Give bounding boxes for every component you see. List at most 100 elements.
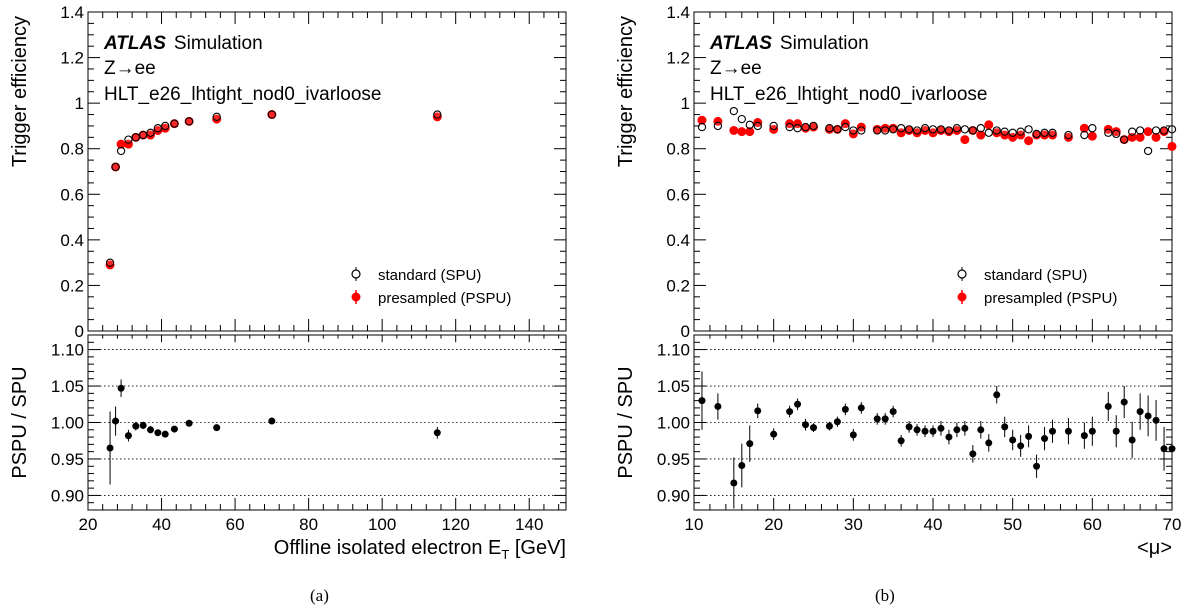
legend-marker-spu — [351, 269, 361, 279]
ratio-point — [849, 429, 857, 441]
ratio-point — [268, 417, 276, 425]
spu-point — [1080, 130, 1089, 140]
x-axis-label: Offline isolated electron ET [GeV] — [274, 537, 566, 562]
legend-marker-pspu — [351, 292, 361, 302]
pspu-point — [1167, 141, 1177, 151]
spu-point — [713, 121, 723, 131]
spu-point — [737, 114, 746, 124]
ratio-point — [857, 402, 865, 414]
y-axis-label: Trigger efficiency — [615, 16, 637, 167]
y-tick-label: 0 — [681, 322, 690, 341]
y-tick-label: 1.4 — [666, 3, 690, 22]
spu-point — [984, 128, 993, 137]
x-tick-label: 50 — [1003, 515, 1022, 534]
chart-panel-a: 20 40 60 80 100 120 140 0 0.2 0.4 0.6 0.8 1 1.2 1.4 0.9… — [9, 3, 567, 562]
ratio-point — [873, 413, 881, 425]
x-tick-label: 40 — [924, 515, 943, 534]
spu-point — [131, 133, 140, 142]
ratio-point — [905, 421, 913, 433]
y-tick-label: 0.4 — [60, 231, 84, 250]
ratio-y-tick-label: 0.90 — [657, 486, 690, 505]
legend-marker-pspu — [957, 292, 967, 302]
spu-point — [889, 125, 898, 134]
ratio-point — [1144, 395, 1152, 437]
spu-point — [1120, 135, 1129, 144]
ratio-point — [825, 421, 833, 431]
pspu-point — [976, 130, 986, 140]
ratio-frame — [693, 334, 1173, 511]
ratio-point — [698, 371, 706, 430]
spu-point — [1143, 146, 1153, 156]
legend-label-pspu: presampled (PSPU) — [378, 290, 511, 307]
ratio-point — [714, 393, 722, 420]
y-tick-label: 0.8 — [60, 140, 84, 159]
x-tick-label: 120 — [442, 515, 470, 534]
spu-point — [912, 126, 922, 135]
x-tick-label: 100 — [368, 515, 396, 534]
process-label: Z→ee — [710, 58, 762, 79]
ratio-point — [897, 434, 905, 447]
caption-b: (b) — [875, 586, 895, 605]
spu-point — [881, 126, 890, 135]
y-tick-label: 1.2 — [60, 49, 84, 68]
ratio-point — [1017, 434, 1025, 457]
spu-point — [753, 121, 762, 131]
trigger-label: HLT_e26_lhtight_nod0_ivarloose — [104, 84, 381, 105]
ratio-y-axis-label: PSPU / SPU — [615, 366, 637, 478]
ratio-point — [937, 421, 945, 436]
ratio-point — [117, 379, 125, 397]
spu-point — [1135, 126, 1145, 135]
ratio-point — [170, 425, 178, 433]
ratio-point — [730, 457, 738, 509]
ratio-point — [1120, 386, 1128, 419]
ratio-frame — [87, 334, 567, 511]
spu-point — [433, 110, 442, 119]
x-tick-label: 20 — [79, 515, 98, 534]
pspu-point — [1087, 131, 1097, 141]
ratio-point — [1009, 429, 1017, 451]
pspu-point — [1048, 130, 1057, 140]
pspu-point — [960, 135, 970, 145]
ratio-y-tick-label: 1.00 — [657, 414, 690, 433]
spu-point — [1040, 128, 1049, 137]
ratio-point — [889, 405, 897, 418]
spu-point — [809, 121, 818, 131]
spu-point — [928, 125, 938, 134]
spu-point — [936, 125, 946, 134]
ratio-y-tick-label: 1.00 — [51, 414, 84, 433]
ratio-point — [106, 411, 114, 485]
spu-point — [139, 130, 148, 140]
spu-point — [124, 135, 133, 144]
ratio-point — [945, 429, 953, 445]
ratio-y-tick-label: 1.10 — [51, 341, 84, 360]
pspu-point — [432, 112, 442, 122]
ratio-y-axis-label: PSPU / SPU — [9, 366, 31, 478]
x-tick-label: 10 — [685, 515, 704, 534]
spu-point — [1088, 124, 1097, 133]
pspu-point — [1063, 132, 1073, 142]
ratio-point — [841, 403, 849, 416]
process-label: Z→ee — [104, 58, 156, 79]
x-tick-label: 140 — [515, 515, 543, 534]
ratio-point — [161, 430, 169, 438]
x-axis-label: <μ> — [1137, 537, 1172, 559]
pspu-point — [1135, 132, 1145, 142]
ratio-y-tick-label: 0.90 — [51, 486, 84, 505]
spu-point — [976, 124, 985, 133]
spu-point — [1128, 127, 1137, 136]
legend-marker-spu — [957, 269, 967, 279]
spu-point — [801, 122, 810, 132]
pspu-point — [737, 127, 747, 137]
spu-point — [267, 110, 276, 119]
ratio-point — [1041, 426, 1049, 451]
pspu-point — [1024, 136, 1034, 146]
ratio-point — [1064, 418, 1072, 445]
spu-point — [1000, 127, 1009, 136]
spu-point — [769, 121, 778, 131]
spu-point — [873, 126, 882, 135]
ratio-y-tick-label: 1.05 — [657, 377, 690, 396]
ratio-point — [1136, 393, 1144, 430]
ratio-point — [969, 445, 977, 463]
x-tick-label: 20 — [764, 515, 783, 534]
x-tick-label: 80 — [299, 515, 318, 534]
